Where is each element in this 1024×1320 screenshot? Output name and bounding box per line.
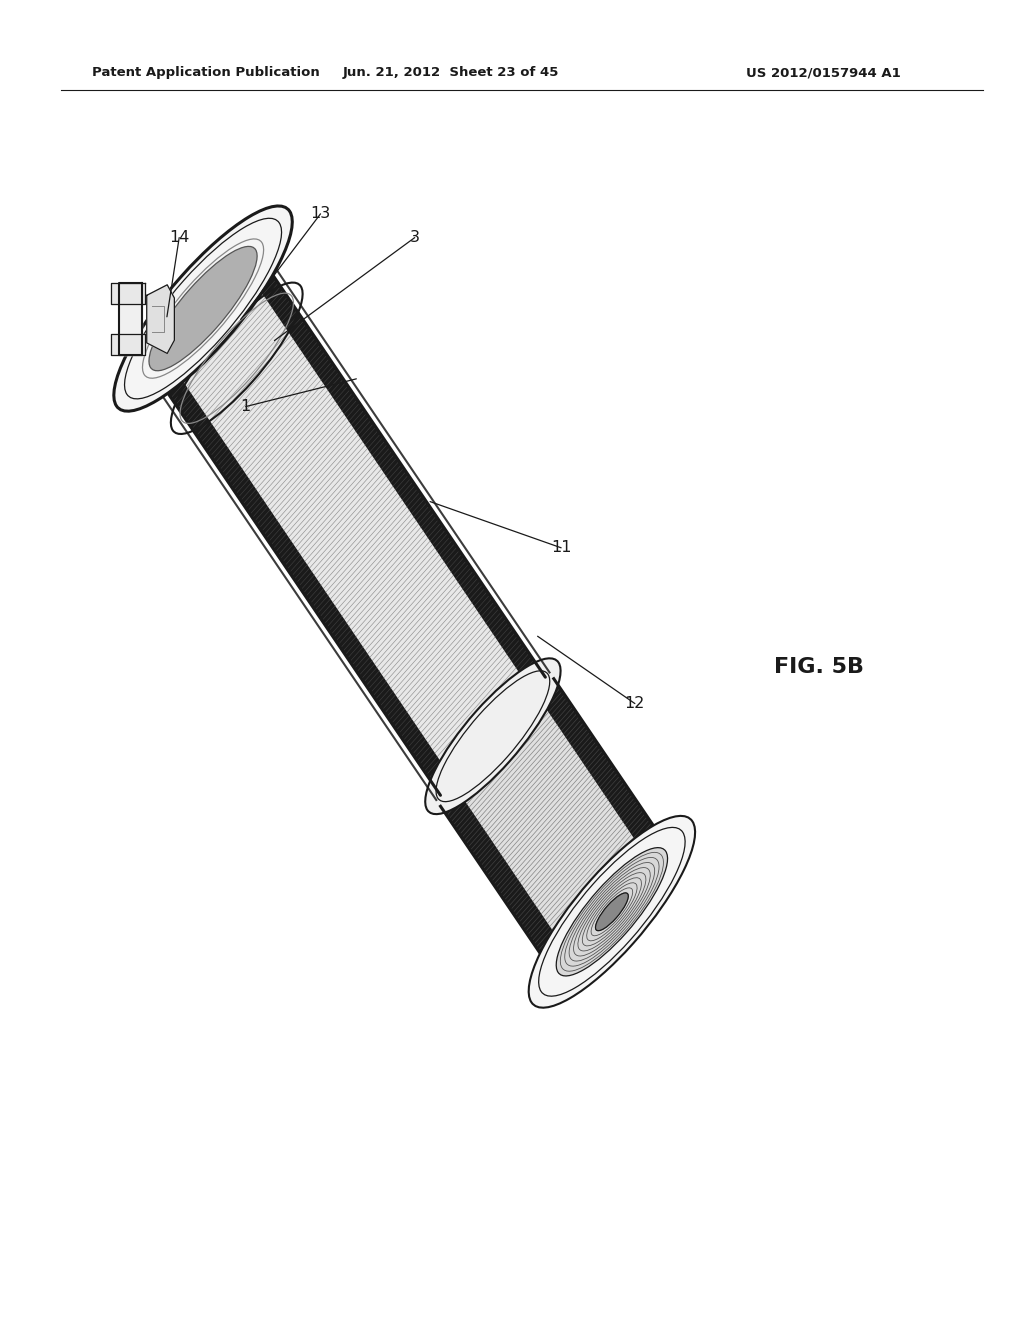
Polygon shape — [111, 334, 144, 355]
Polygon shape — [111, 282, 144, 304]
Polygon shape — [164, 269, 546, 795]
Ellipse shape — [528, 816, 695, 1007]
Ellipse shape — [596, 892, 629, 931]
Polygon shape — [164, 372, 454, 795]
Polygon shape — [440, 678, 669, 975]
Polygon shape — [440, 788, 571, 975]
Polygon shape — [146, 285, 174, 354]
Text: 1: 1 — [241, 399, 251, 414]
Text: 14: 14 — [169, 230, 189, 246]
Text: Jun. 21, 2012  Sheet 23 of 45: Jun. 21, 2012 Sheet 23 of 45 — [342, 66, 559, 79]
Ellipse shape — [114, 206, 292, 411]
Text: 12: 12 — [625, 696, 645, 711]
Polygon shape — [119, 282, 141, 355]
Text: Patent Application Publication: Patent Application Publication — [92, 66, 319, 79]
Text: US 2012/0157944 A1: US 2012/0157944 A1 — [746, 66, 901, 79]
Ellipse shape — [425, 659, 560, 814]
Text: 3: 3 — [410, 230, 420, 246]
Text: 11: 11 — [551, 540, 571, 556]
Polygon shape — [256, 269, 546, 692]
Text: 13: 13 — [310, 206, 331, 222]
Polygon shape — [538, 678, 669, 866]
Text: FIG. 5B: FIG. 5B — [774, 656, 864, 677]
Ellipse shape — [556, 847, 668, 975]
Ellipse shape — [148, 247, 257, 371]
